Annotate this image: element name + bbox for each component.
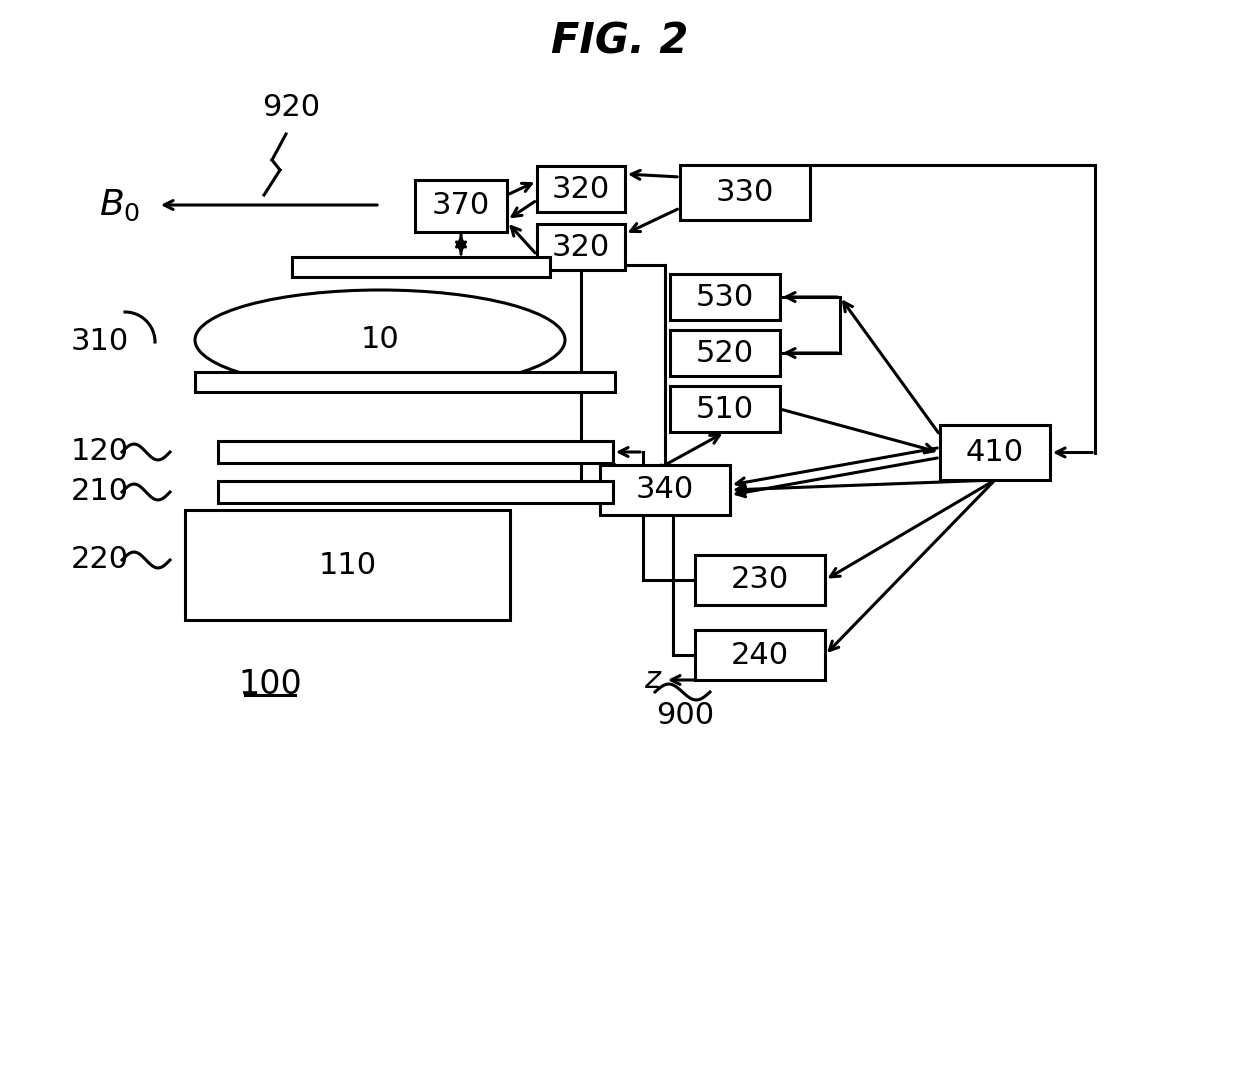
- Text: 510: 510: [696, 394, 754, 423]
- Bar: [218, 441, 613, 463]
- Ellipse shape: [195, 291, 565, 390]
- Text: 520: 520: [696, 338, 754, 367]
- Bar: [537, 224, 625, 270]
- Bar: [940, 426, 1050, 480]
- Text: 210: 210: [71, 477, 129, 507]
- Bar: [537, 166, 625, 212]
- Bar: [670, 274, 780, 320]
- Bar: [694, 630, 825, 680]
- Text: 220: 220: [71, 545, 129, 575]
- Bar: [291, 257, 551, 276]
- Bar: [415, 180, 507, 232]
- Text: 240: 240: [730, 640, 789, 670]
- Text: 920: 920: [262, 93, 320, 122]
- Text: 410: 410: [966, 438, 1024, 467]
- Text: 10: 10: [361, 325, 399, 354]
- Text: 320: 320: [552, 175, 610, 203]
- Text: 530: 530: [696, 283, 754, 311]
- Text: z: z: [644, 665, 660, 694]
- Text: 330: 330: [715, 178, 774, 207]
- Text: 120: 120: [71, 437, 129, 467]
- Bar: [195, 372, 615, 392]
- Text: 900: 900: [656, 701, 714, 729]
- Text: 110: 110: [319, 551, 377, 580]
- Text: 230: 230: [730, 566, 789, 594]
- Text: 320: 320: [552, 232, 610, 261]
- Text: 340: 340: [636, 475, 694, 504]
- Text: 100: 100: [238, 669, 301, 702]
- Bar: [680, 165, 810, 220]
- Bar: [218, 481, 613, 503]
- Bar: [185, 510, 510, 620]
- Text: $B_0$: $B_0$: [99, 187, 140, 222]
- Text: 370: 370: [432, 191, 490, 220]
- Text: FIG. 2: FIG. 2: [552, 21, 688, 63]
- Bar: [670, 386, 780, 432]
- Bar: [600, 465, 730, 515]
- Bar: [694, 555, 825, 605]
- Text: 310: 310: [71, 327, 129, 356]
- Bar: [670, 330, 780, 376]
